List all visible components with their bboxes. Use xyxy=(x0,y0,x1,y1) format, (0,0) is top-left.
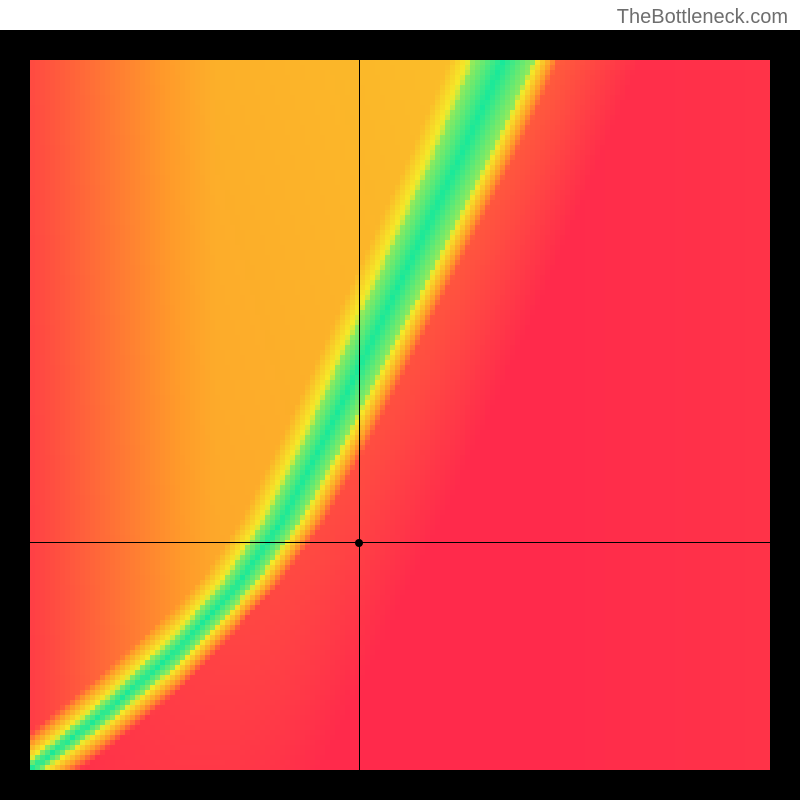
frame-bottom xyxy=(0,770,800,800)
bottleneck-chart: TheBottleneck.com xyxy=(0,0,800,800)
watermark-text: TheBottleneck.com xyxy=(617,6,788,29)
crosshair-horizontal xyxy=(30,542,770,543)
heatmap-canvas xyxy=(30,60,770,770)
frame-left xyxy=(0,30,30,800)
frame-right xyxy=(770,30,800,800)
crosshair-vertical xyxy=(359,60,360,770)
frame-top xyxy=(0,30,800,60)
